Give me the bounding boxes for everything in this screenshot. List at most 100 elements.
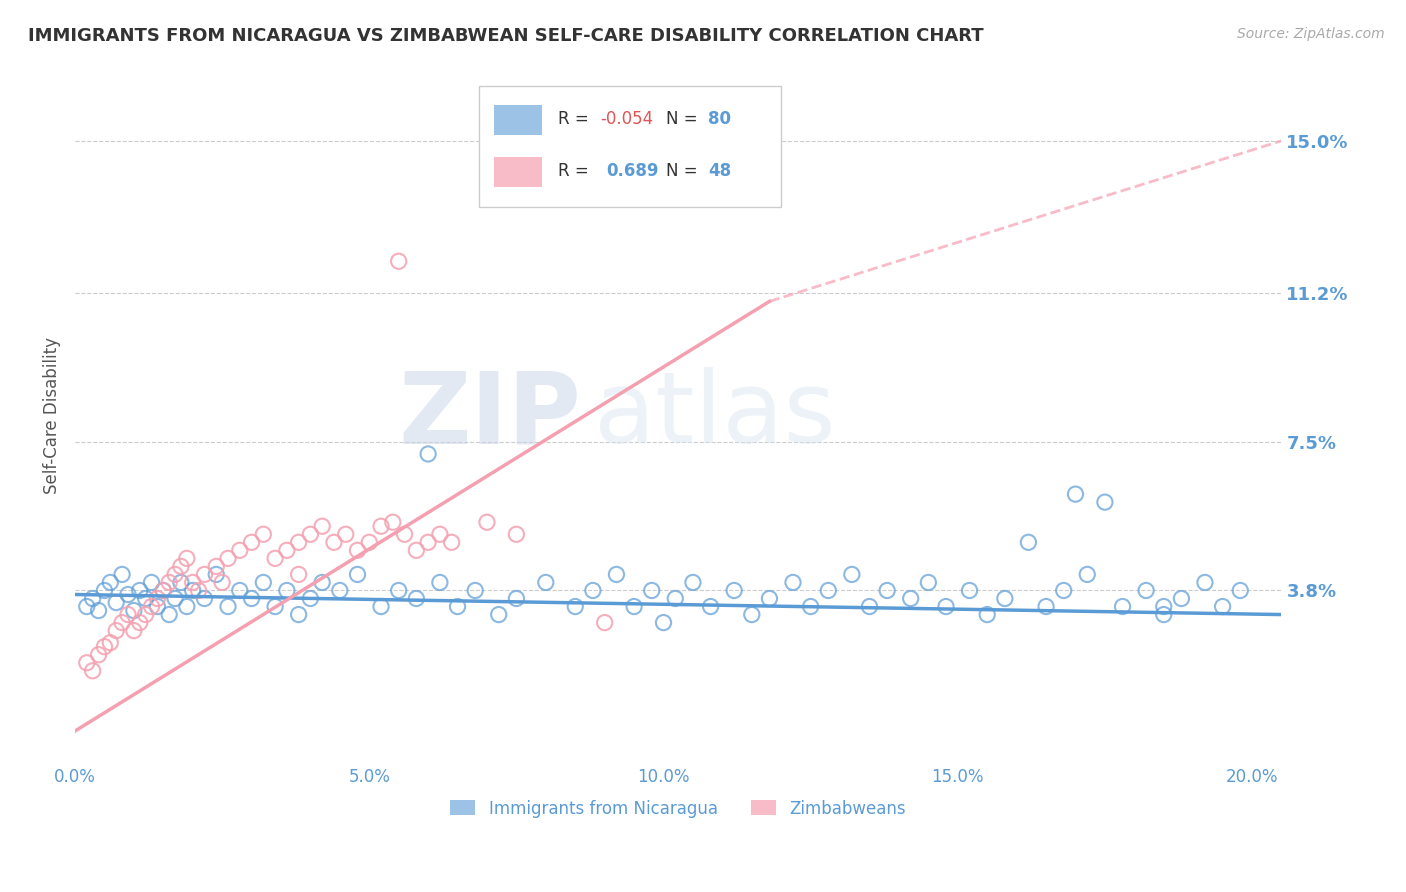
Point	[388, 254, 411, 268]
Point	[994, 591, 1017, 606]
Text: atlas: atlas	[593, 368, 835, 465]
Point	[152, 583, 174, 598]
Point	[505, 591, 527, 606]
FancyBboxPatch shape	[494, 157, 541, 186]
Point	[858, 599, 880, 614]
FancyBboxPatch shape	[494, 105, 541, 135]
Point	[900, 591, 922, 606]
Point	[429, 527, 451, 541]
Text: Source: ZipAtlas.com: Source: ZipAtlas.com	[1237, 27, 1385, 41]
Point	[276, 583, 298, 598]
Point	[917, 575, 939, 590]
Point	[217, 599, 239, 614]
Point	[346, 567, 368, 582]
Point	[217, 551, 239, 566]
Point	[111, 567, 134, 582]
Point	[122, 603, 145, 617]
Point	[264, 551, 287, 566]
Point	[323, 535, 346, 549]
Point	[935, 599, 957, 614]
Point	[141, 599, 163, 614]
Point	[157, 607, 180, 622]
Point	[87, 648, 110, 662]
Point	[593, 615, 616, 630]
Point	[475, 515, 498, 529]
Point	[287, 607, 309, 622]
Point	[93, 640, 115, 654]
Point	[211, 575, 233, 590]
Point	[205, 567, 228, 582]
Point	[876, 583, 898, 598]
Point	[1064, 487, 1087, 501]
Point	[170, 559, 193, 574]
Point	[229, 543, 252, 558]
Point	[416, 535, 439, 549]
Point	[381, 515, 404, 529]
Point	[394, 527, 416, 541]
Point	[98, 575, 121, 590]
Text: R =: R =	[558, 161, 599, 179]
Point	[252, 527, 274, 541]
Point	[817, 583, 839, 598]
Point	[117, 607, 139, 622]
Point	[1153, 607, 1175, 622]
Point	[76, 656, 98, 670]
Point	[128, 615, 150, 630]
Point	[117, 587, 139, 601]
Point	[405, 543, 427, 558]
Point	[488, 607, 510, 622]
Point	[82, 591, 104, 606]
Point	[128, 583, 150, 598]
Point	[605, 567, 627, 582]
Point	[1135, 583, 1157, 598]
Point	[181, 575, 204, 590]
Point	[105, 595, 128, 609]
Point	[240, 535, 263, 549]
Point	[440, 535, 463, 549]
Point	[699, 599, 721, 614]
Point	[1111, 599, 1133, 614]
Point	[299, 591, 322, 606]
Text: 0.689: 0.689	[606, 161, 658, 179]
Point	[205, 559, 228, 574]
Point	[98, 635, 121, 649]
Point	[311, 575, 333, 590]
Point	[76, 599, 98, 614]
Point	[176, 599, 198, 614]
Point	[229, 583, 252, 598]
Point	[346, 543, 368, 558]
Point	[652, 615, 675, 630]
Point	[359, 535, 381, 549]
Point	[429, 575, 451, 590]
Point	[1035, 599, 1057, 614]
Text: 80: 80	[709, 111, 731, 128]
Point	[1053, 583, 1076, 598]
Point	[122, 624, 145, 638]
Point	[976, 607, 998, 622]
Point	[165, 591, 187, 606]
Point	[264, 599, 287, 614]
Point	[464, 583, 486, 598]
Point	[1194, 575, 1216, 590]
Point	[370, 519, 392, 533]
Point	[135, 607, 157, 622]
Point	[416, 447, 439, 461]
Point	[157, 575, 180, 590]
Legend: Immigrants from Nicaragua, Zimbabweans: Immigrants from Nicaragua, Zimbabweans	[444, 793, 912, 824]
Point	[287, 535, 309, 549]
Point	[146, 591, 169, 606]
Y-axis label: Self-Care Disability: Self-Care Disability	[44, 337, 60, 494]
Point	[758, 591, 780, 606]
Point	[800, 599, 823, 614]
Point	[135, 591, 157, 606]
Point	[240, 591, 263, 606]
Point	[93, 583, 115, 598]
Point	[641, 583, 664, 598]
Point	[723, 583, 745, 598]
Point	[1017, 535, 1039, 549]
Point	[311, 519, 333, 533]
Point	[582, 583, 605, 598]
Point	[782, 575, 804, 590]
Text: R =: R =	[558, 111, 593, 128]
Point	[276, 543, 298, 558]
